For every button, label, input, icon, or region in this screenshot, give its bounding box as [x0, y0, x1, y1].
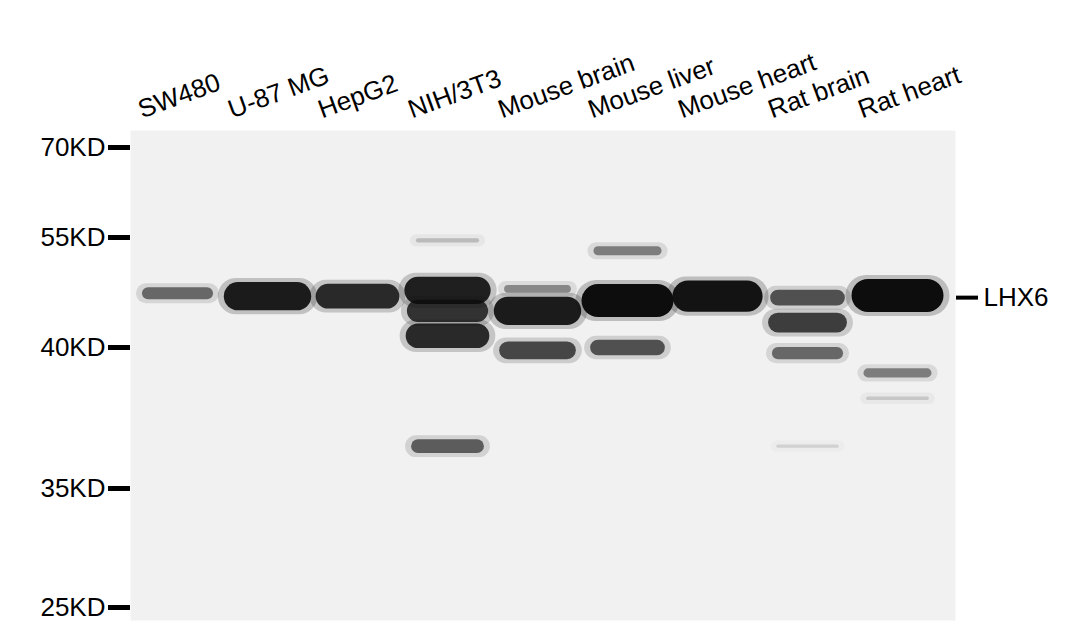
svg-text:U-87 MG: U-87 MG — [224, 60, 333, 124]
svg-text:Rat heart: Rat heart — [854, 59, 965, 124]
svg-text:35KD: 35KD — [40, 473, 105, 503]
svg-text:55KD: 55KD — [40, 222, 105, 252]
svg-text:NIH/3T3: NIH/3T3 — [404, 63, 505, 124]
svg-text:Mouse brain: Mouse brain — [493, 47, 639, 125]
svg-text:40KD: 40KD — [40, 332, 105, 362]
svg-text:LHX6: LHX6 — [984, 282, 1049, 312]
svg-text:HepG2: HepG2 — [314, 68, 402, 124]
svg-text:25KD: 25KD — [40, 592, 105, 622]
svg-text:70KD: 70KD — [40, 132, 105, 162]
svg-text:Rat brain: Rat brain — [764, 60, 873, 124]
svg-text:Mouse liver: Mouse liver — [583, 50, 719, 125]
svg-text:Mouse heart: Mouse heart — [673, 46, 820, 125]
svg-text:SW480: SW480 — [134, 67, 224, 124]
